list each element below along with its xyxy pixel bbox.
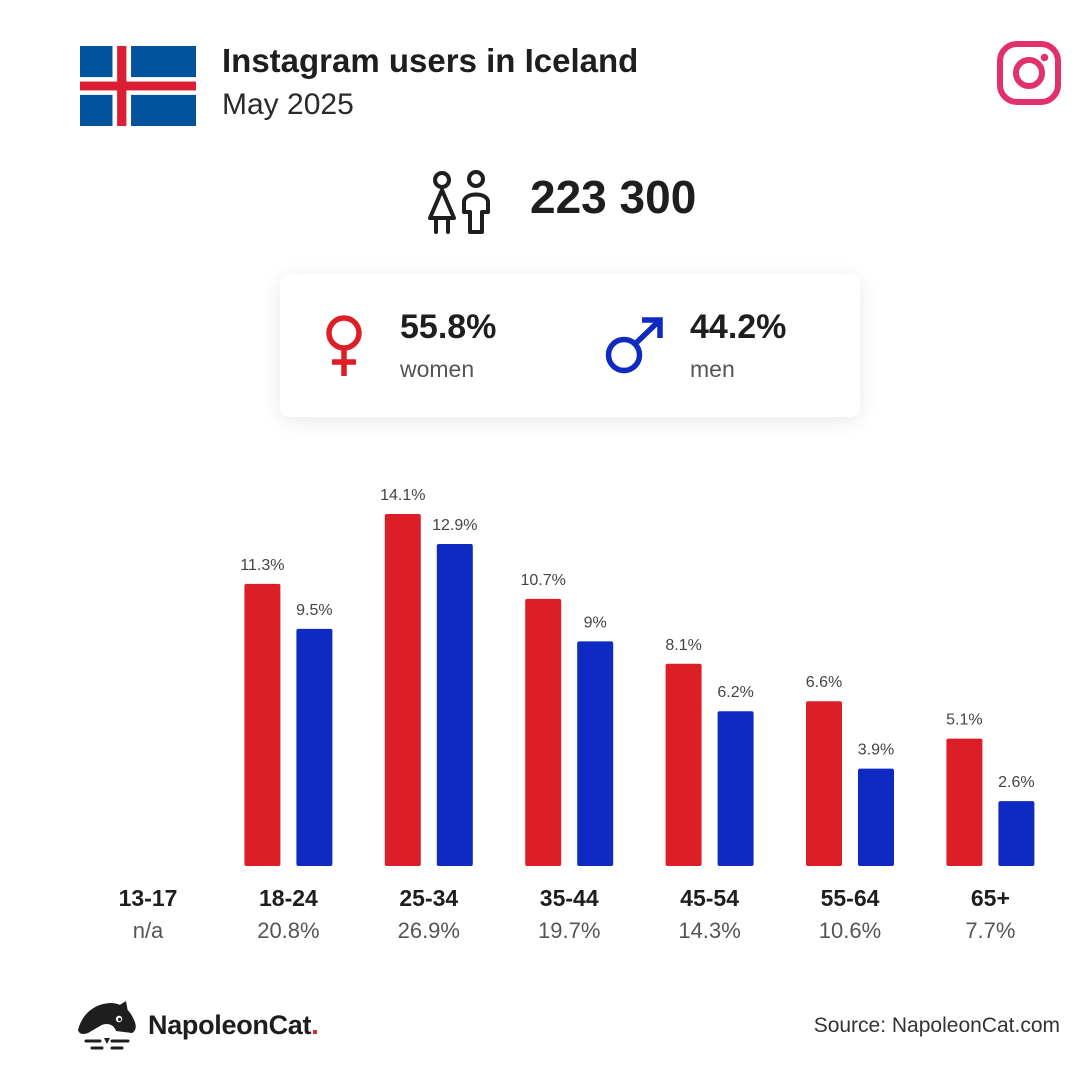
category-label-18-24: 18-24 [259, 885, 318, 911]
data-label-women-25-34: 14.1% [380, 487, 425, 504]
women-label: women [400, 356, 475, 382]
bar-men-35-44 [577, 641, 614, 866]
category-label-13-17: 13-17 [119, 885, 178, 911]
category-total-13-17: n/a [133, 918, 164, 943]
gender-split-card [280, 274, 860, 417]
category-label-55-64: 55-64 [821, 885, 880, 911]
brand-name: NapoleonCat. [148, 1010, 319, 1040]
bar-women-65+ [946, 738, 983, 866]
page-subtitle: May 2025 [222, 88, 354, 121]
data-label-women-45-54: 8.1% [665, 637, 701, 654]
bar-women-35-44 [525, 598, 562, 866]
category-label-45-54: 45-54 [680, 885, 739, 911]
category-total-35-44: 19.7% [538, 918, 600, 943]
women-percentage: 55.8% [400, 308, 497, 346]
bar-women-55-64 [806, 701, 842, 866]
category-total-55-64: 10.6% [819, 918, 881, 943]
data-label-men-45-54: 6.2% [717, 684, 753, 701]
data-label-men-55-64: 3.9% [858, 742, 894, 759]
category-total-45-54: 14.3% [678, 918, 740, 943]
bar-men-65+ [998, 801, 1035, 866]
iceland-flag-icon [80, 46, 196, 126]
bar-women-25-34 [384, 514, 421, 866]
men-percentage: 44.2% [690, 308, 787, 346]
bar-men-45-54 [717, 711, 754, 866]
source-credit: Source: NapoleonCat.com [813, 1014, 1060, 1037]
bar-men-18-24 [296, 628, 333, 866]
men-label: men [690, 356, 735, 382]
category-total-25-34: 26.9% [398, 918, 460, 943]
category-total-18-24: 20.8% [257, 918, 319, 943]
data-label-women-18-24: 11.3% [240, 557, 284, 574]
bar-men-55-64 [858, 768, 894, 866]
data-label-men-35-44: 9% [584, 614, 607, 631]
category-label-35-44: 35-44 [540, 885, 599, 911]
instagram-logo-icon [997, 41, 1061, 105]
female-symbol-icon [326, 315, 362, 376]
brand-dot: . [311, 1010, 319, 1040]
male-symbol-icon [605, 317, 663, 374]
page-title: Instagram users in Iceland [222, 42, 639, 79]
users-icon [428, 170, 490, 234]
age-gender-bar-chart: 13-17 n/a 11.3% 9.5% 18-24 20.8% 14.1% 12.9% 25-… [119, 487, 1035, 943]
category-total-65+: 7.7% [965, 918, 1015, 943]
bar-women-18-24 [244, 583, 281, 866]
data-label-women-65+: 5.1% [946, 712, 982, 729]
category-label-65+: 65+ [971, 885, 1010, 911]
data-label-women-35-44: 10.7% [521, 572, 566, 589]
bar-women-45-54 [665, 663, 702, 866]
napoleoncat-logo-icon [78, 1001, 136, 1050]
data-label-men-65+: 2.6% [998, 774, 1034, 791]
total-users-count: 223 300 [530, 171, 697, 223]
data-label-women-55-64: 6.6% [806, 674, 842, 691]
data-label-men-18-24: 9.5% [296, 602, 332, 619]
bar-men-25-34 [436, 543, 473, 866]
category-label-25-34: 25-34 [399, 885, 458, 911]
data-label-men-25-34: 12.9% [432, 517, 477, 534]
